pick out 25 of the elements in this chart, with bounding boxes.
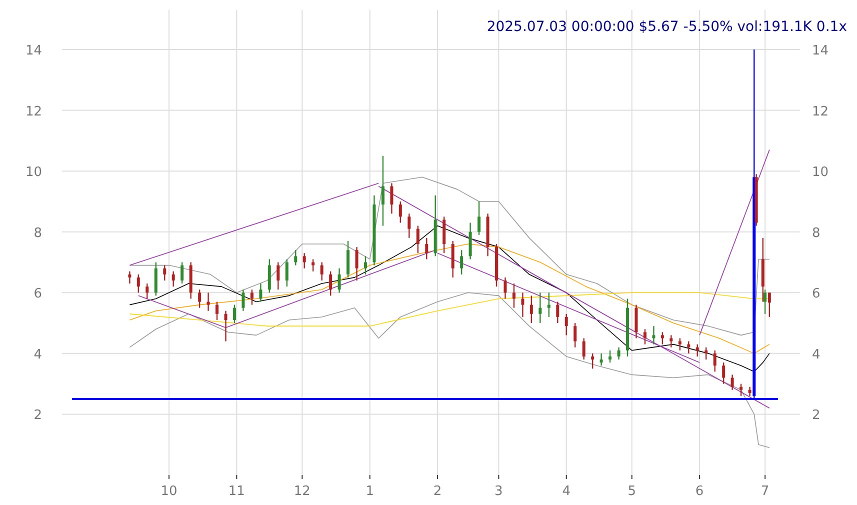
x-tick-label: 6 — [695, 484, 704, 499]
x-tick-label: 7 — [760, 484, 770, 499]
y2-tick-label: 12 — [812, 104, 829, 120]
y-tick-label: 14 — [25, 44, 42, 59]
y2-tick-label: 14 — [812, 44, 829, 59]
x-tick-label: 5 — [628, 484, 636, 499]
y2-tick-label: 6 — [812, 286, 820, 302]
y2-tick-label: 10 — [812, 165, 829, 180]
y2-tick-label: 4 — [812, 347, 820, 362]
text: 2025.07.03 00:00:00 $5.67 -5.50% vol:191.1K 0.1x — [486, 19, 847, 35]
y2-tick-label: 8 — [812, 226, 820, 241]
y-tick-label: 4 — [34, 347, 42, 362]
x-tick-label: 12 — [294, 484, 310, 499]
y-tick-label: 2 — [34, 408, 42, 424]
x-tick-label: 10 — [160, 484, 178, 499]
x-tick-label: 2 — [433, 484, 442, 499]
y-tick-label: 8 — [34, 226, 42, 241]
x-tick-label: 3 — [494, 484, 503, 499]
y-tick-label: 10 — [25, 165, 42, 180]
y-tick-label: 6 — [34, 286, 42, 302]
x-tick-label: 1 — [366, 484, 374, 499]
y-tick-label: 12 — [25, 104, 42, 120]
y2-tick-label: 2 — [812, 408, 820, 424]
x-tick-label: 4 — [562, 484, 571, 499]
x-tick-label: 11 — [228, 484, 245, 499]
